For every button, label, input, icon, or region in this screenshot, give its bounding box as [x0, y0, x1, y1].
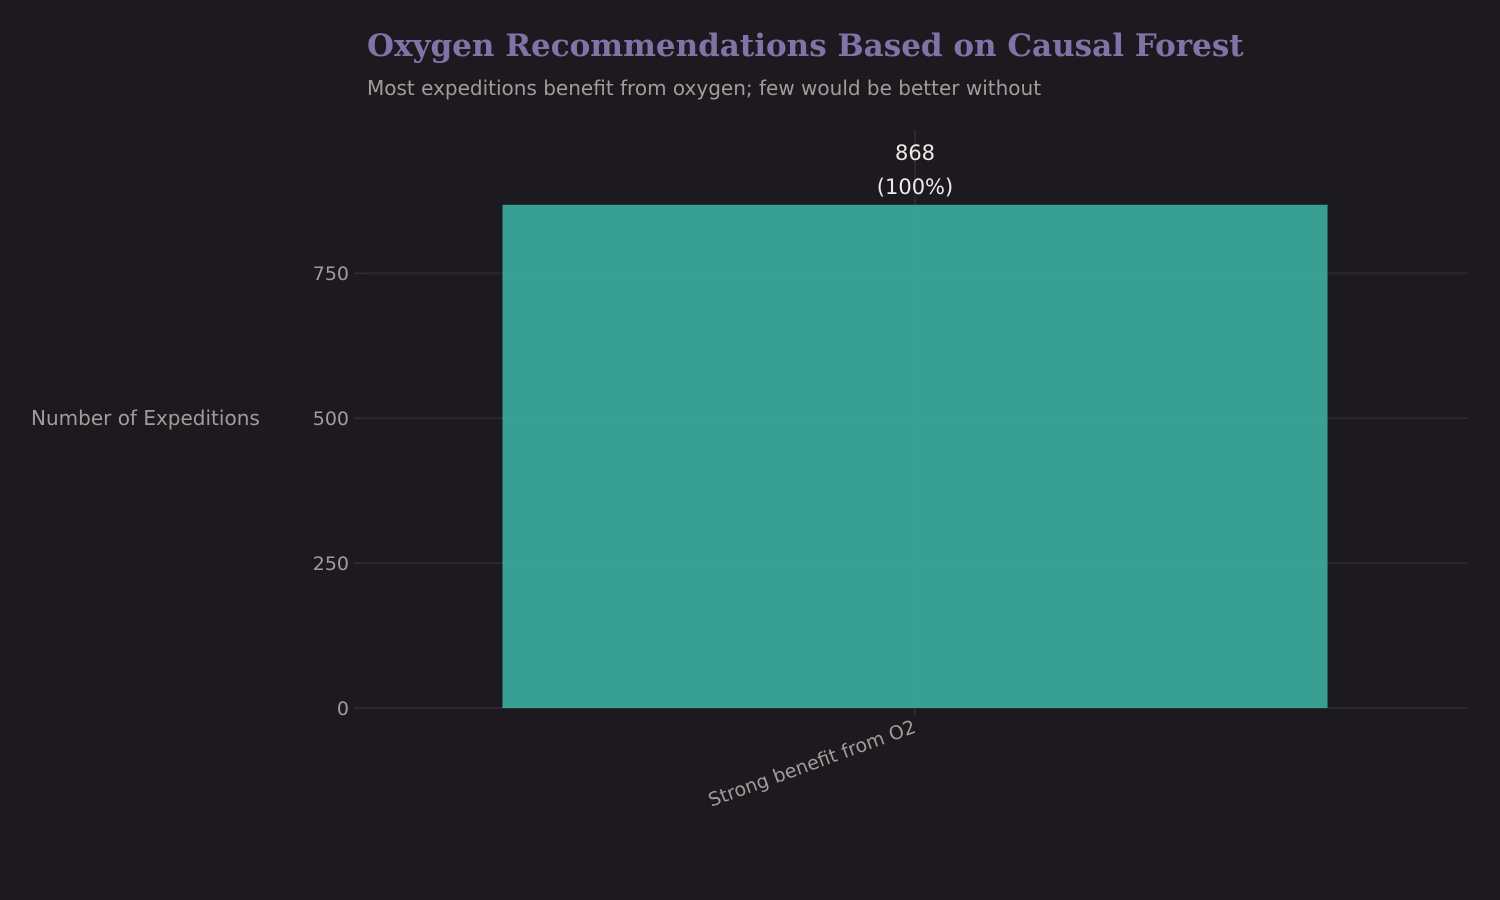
chart-title: Oxygen Recommendations Based on Causal F… — [367, 28, 1244, 64]
y-tick-label: 0 — [337, 698, 349, 720]
data-label-percent: (100%) — [877, 175, 953, 199]
y-tick-label: 500 — [313, 408, 349, 430]
bar — [502, 204, 1328, 708]
y-axis-label: Number of Expeditions — [31, 406, 260, 430]
y-tick-label: 750 — [313, 263, 349, 285]
chart-subtitle: Most expeditions benefit from oxygen; fe… — [367, 76, 1042, 100]
y-tick-label: 250 — [313, 553, 349, 575]
data-label-count: 868 — [895, 141, 935, 165]
x-tick-label: Strong benefit from O2 — [705, 716, 918, 812]
